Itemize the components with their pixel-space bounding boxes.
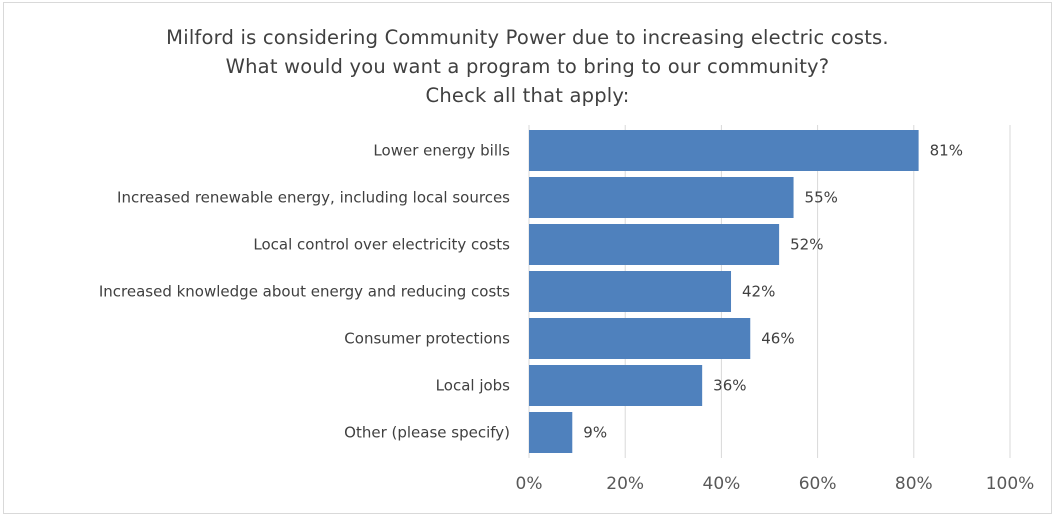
bar-chart: Lower energy bills Increased renewable en… — [99, 125, 1035, 494]
bar — [529, 177, 794, 218]
bar — [529, 271, 732, 312]
bar — [529, 318, 751, 359]
data-label: 9% — [583, 424, 607, 442]
category-label: Increased renewable energy, including lo… — [117, 189, 510, 207]
category-label: Lower energy bills — [373, 142, 510, 160]
bar — [529, 224, 780, 265]
bars — [529, 130, 919, 453]
category-labels: Lower energy bills Increased renewable en… — [99, 142, 510, 442]
bar — [529, 412, 573, 453]
data-label: 36% — [713, 377, 746, 395]
data-label: 46% — [761, 330, 794, 348]
x-tick-label: 60% — [799, 474, 837, 494]
category-label: Consumer protections — [344, 330, 510, 348]
x-tick-label: 0% — [516, 474, 543, 494]
chart-title: Milford is considering Community Power d… — [4, 23, 1051, 110]
data-label: 55% — [805, 189, 838, 207]
bar — [529, 365, 703, 406]
chart-frame: Milford is considering Community Power d… — [3, 2, 1052, 514]
data-label: 42% — [742, 283, 775, 301]
data-labels: 81% 55% 52% 42% 46% 36% 9% — [583, 142, 963, 442]
x-tick-label: 40% — [703, 474, 741, 494]
x-tick-label: 80% — [895, 474, 933, 494]
data-label: 81% — [930, 142, 963, 160]
x-tick-label: 100% — [986, 474, 1035, 494]
chart-title-line-2: What would you want a program to bring t… — [225, 55, 830, 78]
category-label: Increased knowledge about energy and red… — [99, 283, 510, 301]
x-tick-label: 20% — [606, 474, 644, 494]
bar — [529, 130, 919, 171]
chart-title-line-1: Milford is considering Community Power d… — [166, 26, 889, 49]
category-label: Local jobs — [436, 377, 511, 395]
x-axis-ticks: 0% 20% 40% 60% 80% 100% — [516, 474, 1035, 494]
chart-title-line-3: Check all that apply: — [425, 84, 630, 107]
category-label: Other (please specify) — [344, 424, 510, 442]
category-label: Local control over electricity costs — [253, 236, 510, 254]
data-label: 52% — [790, 236, 823, 254]
